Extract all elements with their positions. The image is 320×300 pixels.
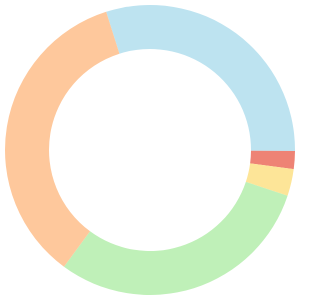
donut-slice <box>250 150 295 170</box>
donut-slice <box>106 5 295 152</box>
chart <box>5 5 295 295</box>
donut-slice <box>245 163 294 196</box>
page: {"chart_data": {"type": "donut", "values… <box>5 5 295 295</box>
donut-slice <box>5 11 120 267</box>
donut-slice <box>63 181 288 295</box>
